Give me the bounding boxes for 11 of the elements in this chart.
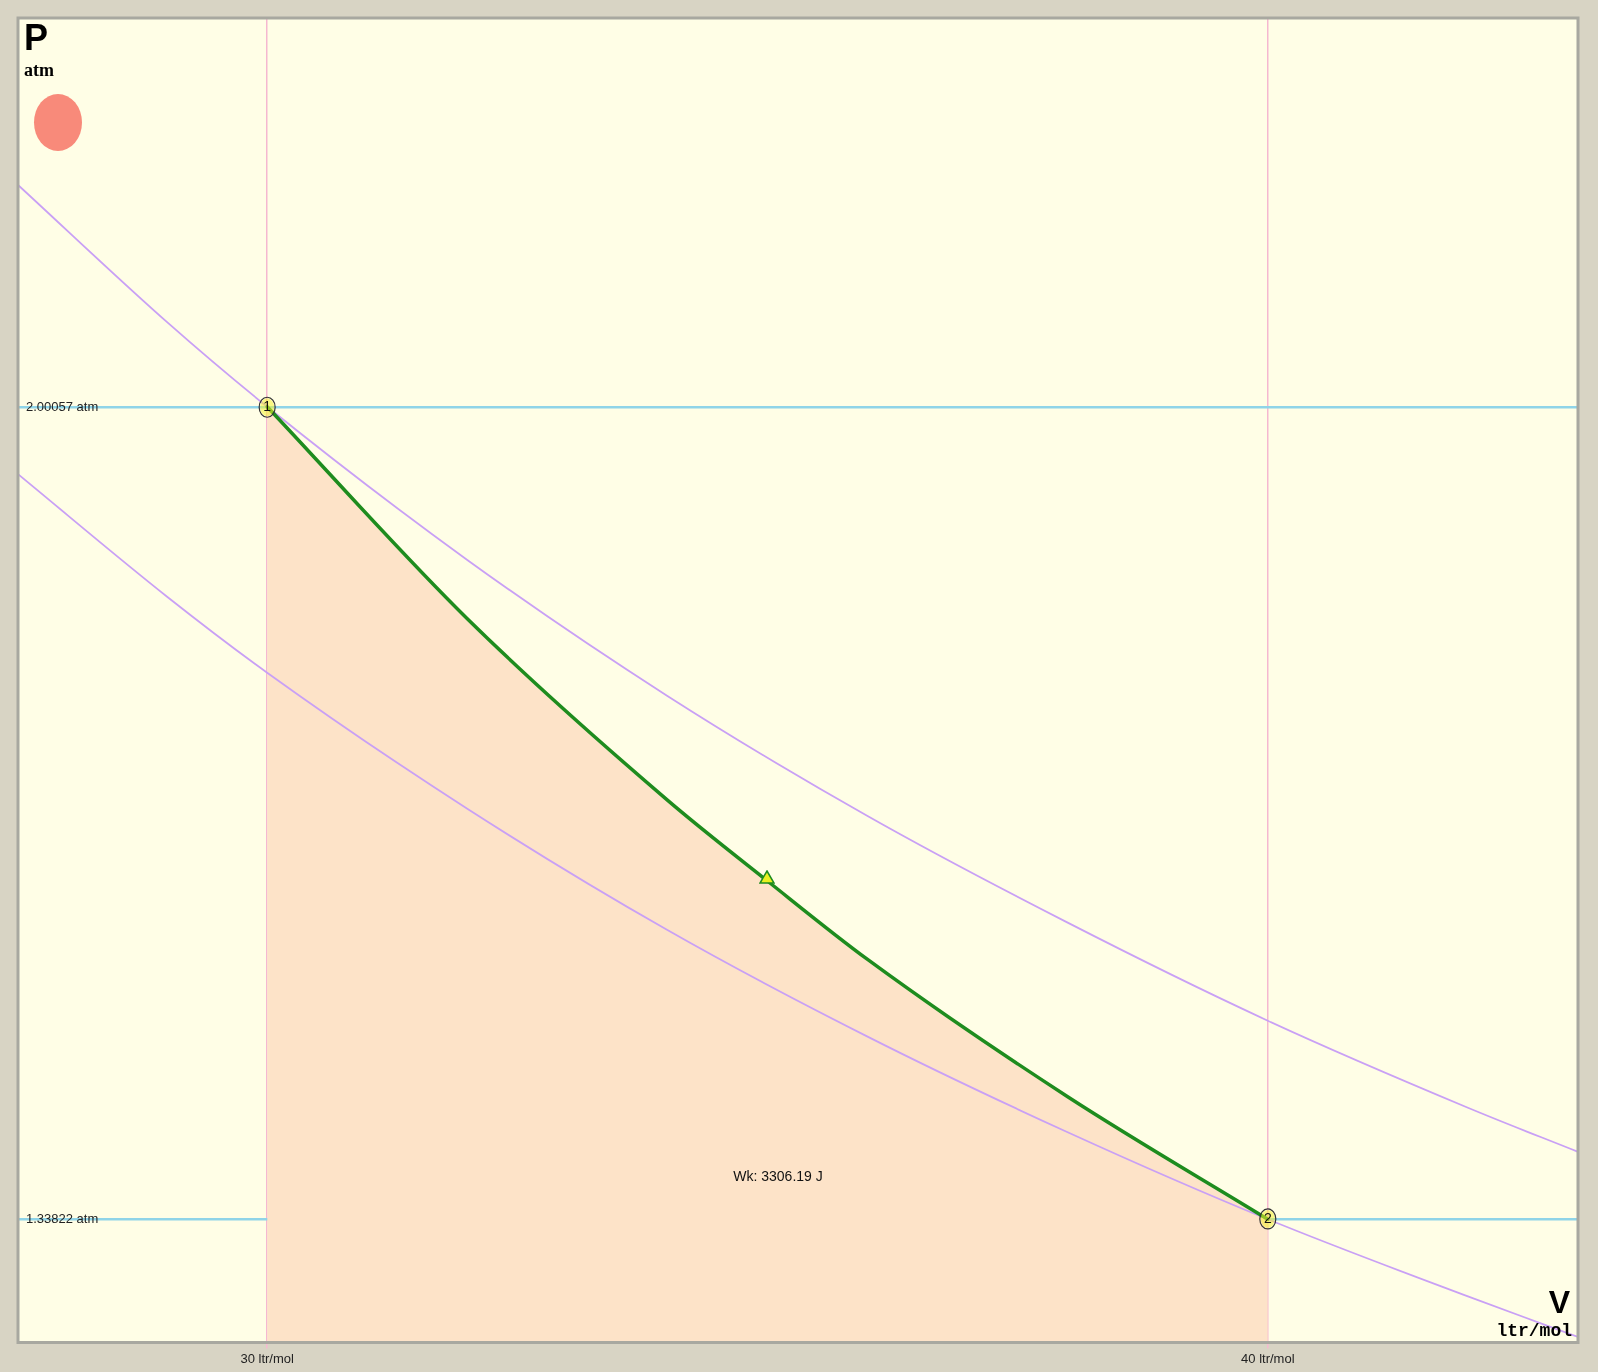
line-series	[18, 473, 1578, 1338]
y-tick-label: 2.00057 atm	[26, 398, 99, 414]
y-tick-label: 1.33822 atm	[26, 1210, 99, 1226]
x-tick-label: 30 ltr/mol	[240, 1350, 294, 1366]
x-tick-label: 40 ltr/mol	[1241, 1350, 1295, 1366]
y-axis-title: P atm	[24, 16, 54, 80]
annotation: 1	[263, 398, 272, 415]
annotation: Wk: 3306.19 J	[733, 1168, 823, 1185]
annotation: 2	[1263, 1209, 1272, 1226]
x-axis-title: V ltr/mol	[1496, 1284, 1573, 1341]
line-series	[18, 184, 1578, 1153]
